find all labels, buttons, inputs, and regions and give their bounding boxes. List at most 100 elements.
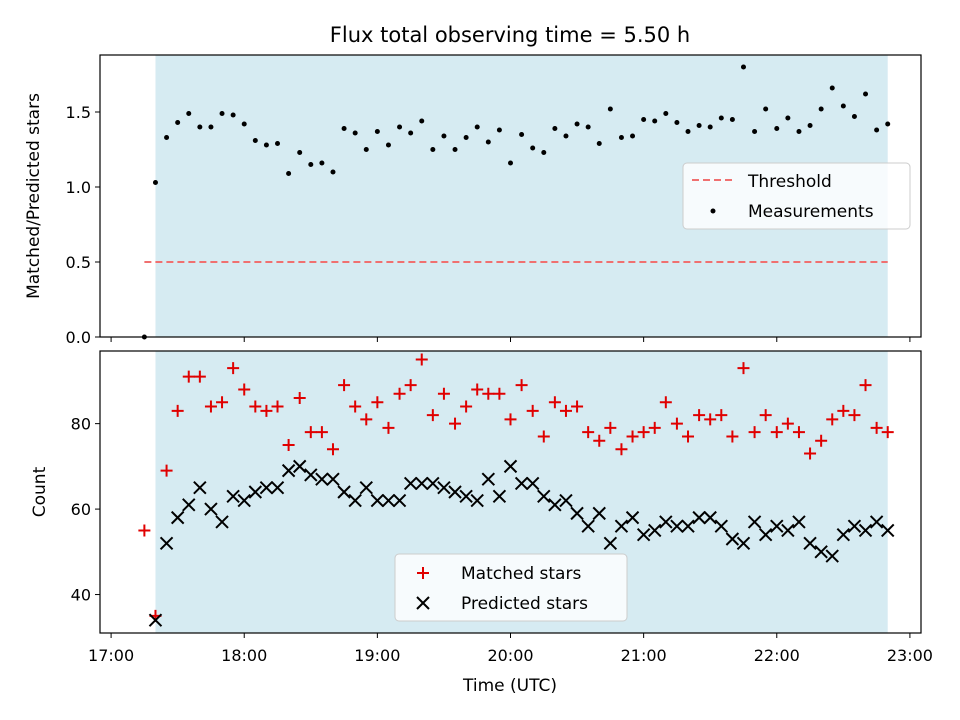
matched-star-point [393,387,406,400]
matched-star-point [726,430,739,443]
predicted-star-point [481,472,496,486]
measurement-point [707,124,713,130]
matched-star-point [493,387,506,400]
measurement-point [596,141,602,146]
measurement-point [485,139,491,145]
predicted-star-point [170,510,185,525]
predicted-star-point [736,536,751,550]
matched-star-point [637,426,650,439]
measurement-point [474,124,480,130]
measurement-point [286,171,292,176]
matched-star-point [715,409,728,422]
measurement-point [530,145,536,151]
measurement-point [663,111,669,116]
measurement-point [164,135,170,140]
legend-measurements-swatch [710,208,716,214]
measurement-point [508,160,513,166]
legend-matched-label: Matched stars [461,564,581,584]
measurement-point [408,130,414,136]
measurement-point [729,117,735,122]
predicted-star-point [448,485,462,499]
predicted-star-point [315,472,329,486]
predicted-star-point [337,485,351,499]
matched-star-point [759,409,772,422]
matched-star-point [515,379,528,392]
predicted-star-point [470,493,484,508]
measurement-point [319,160,325,166]
measurement-point [607,106,613,112]
predicted-star-point [514,476,529,491]
measurement-point [696,123,702,128]
predicted-star-point [259,481,274,495]
x-tick-label: 23:00 [887,646,933,665]
matched-star-point [571,400,584,413]
predicted-star-point [825,549,839,563]
matched-star-point [881,426,894,439]
measurement-point [630,133,636,139]
measurement-point [818,106,824,112]
measurement-point [740,64,746,70]
matched-star-point [859,379,872,392]
measurement-point [885,121,891,127]
legend-matched-swatch [417,567,429,579]
matched-star-point [837,404,850,417]
measurement-point [397,124,403,130]
measurement-point [641,117,647,122]
predicted-star-point [182,498,196,512]
matched-star-point [338,379,351,392]
predicted-star-point [525,476,540,491]
matched-star-point [238,383,251,396]
matched-star-point [792,426,805,439]
matched-star-point [415,353,428,366]
measurement-point [774,126,780,131]
matched-star-point [260,404,273,417]
predicted-star-point [781,523,795,538]
predicted-star-point [292,459,307,474]
predicted-star-point [881,523,895,538]
measurement-point [452,147,458,152]
matched-star-point [138,524,151,537]
matched-star-point [249,400,262,413]
measurement-point [829,85,835,91]
measurement-point [851,114,857,119]
x-tick-label: 20:00 [487,646,533,665]
measurement-point [297,150,303,155]
matched-star-point [804,447,817,460]
measurement-point [208,124,214,130]
x-tick-label: 21:00 [621,646,667,665]
matched-star-point [693,409,706,422]
predicted-star-point [237,493,251,508]
predicted-star-point [204,502,218,516]
matched-star-point [748,426,761,439]
measurement-point [552,126,558,131]
measurement-point [863,91,869,97]
measurement-point [807,123,813,128]
count-panel: 40 60 80 17:00 18:00 19:00 20:00 21:00 22:00 23:0… [30,350,933,696]
matched-star-point [659,396,672,409]
predicted-star-point [648,523,662,538]
matched-star-point [371,396,384,409]
legend-measurements-label: Measurements [748,202,874,222]
predicted-star-point [792,515,806,529]
predicted-star-point [747,515,762,529]
matched-star-point [271,400,284,413]
predicted-star-point [614,519,629,533]
matched-star-point [670,417,683,430]
measurement-point [330,169,336,175]
ratio-y-tick-label: 1.5 [66,103,91,122]
x-tick-label: 19:00 [354,646,400,665]
matched-star-point [437,387,450,400]
predicted-star-point [459,489,473,503]
matched-star-point [204,400,217,413]
count-y-axis-label: Count [30,466,50,517]
measurement-point [341,126,347,131]
matched-star-point [193,370,206,383]
measurement-point [252,138,258,143]
matched-star-point [526,404,539,417]
matched-star-point [471,383,484,396]
predicted-star-point [415,476,429,491]
predicted-star-point [681,519,695,533]
predicted-star-point [625,510,640,525]
matched-star-point [870,421,883,434]
matched-star-point [293,392,306,404]
